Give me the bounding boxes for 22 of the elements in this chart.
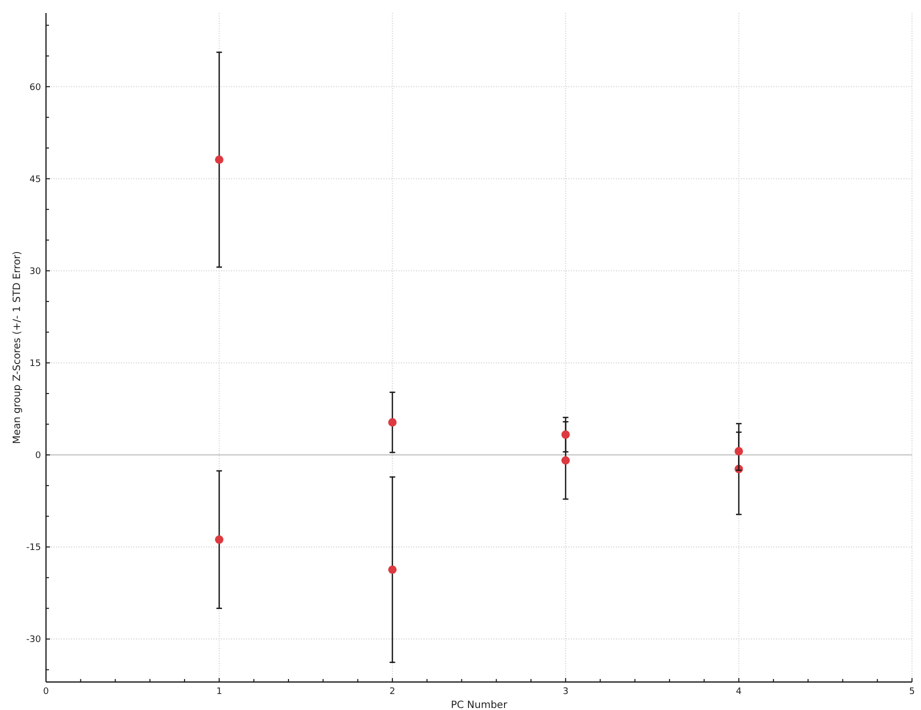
y-tick-label: 0 (35, 451, 42, 462)
point (388, 418, 397, 427)
y-tick-label: -30 (26, 635, 42, 646)
y-tick-label: -15 (26, 543, 41, 554)
point (561, 430, 570, 439)
point (388, 565, 397, 574)
x-tick-label: 0 (43, 687, 50, 697)
point (214, 155, 224, 164)
x-axis-title: PC Number (450, 700, 508, 710)
x-tick-label: 2 (390, 687, 396, 697)
x-tick-label: 1 (216, 687, 222, 697)
x-tick-label: 4 (736, 687, 742, 697)
y-tick-label: 60 (30, 82, 42, 93)
x-tick-label: 5 (909, 687, 915, 697)
point (561, 456, 570, 465)
y-axis-title: Mean group Z-Scores (+/- 1 STD Error) (12, 250, 23, 444)
y-tick-label: 15 (30, 358, 41, 369)
y-tick-label: 30 (30, 266, 42, 277)
point (734, 447, 744, 456)
point (214, 535, 224, 544)
x-tick-label: 3 (562, 687, 568, 697)
y-tick-label: 45 (30, 174, 41, 185)
